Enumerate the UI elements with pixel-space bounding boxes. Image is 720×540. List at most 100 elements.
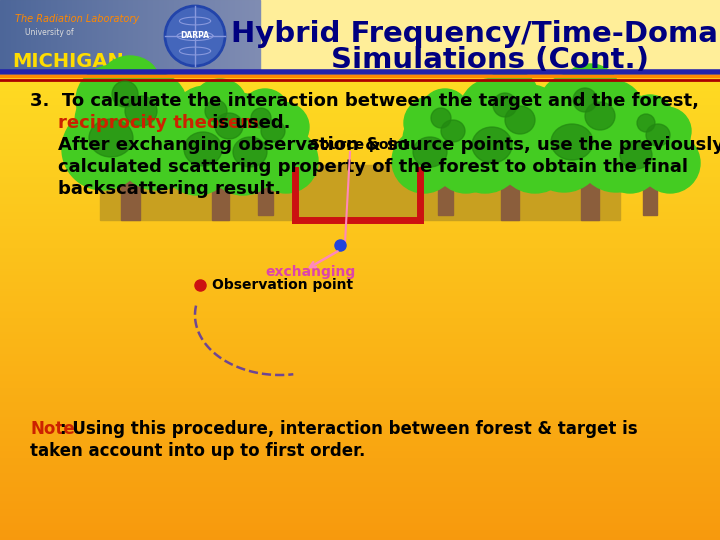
Bar	[0, 282, 720, 285]
Bar	[0, 228, 720, 231]
Ellipse shape	[637, 114, 655, 132]
Ellipse shape	[431, 108, 451, 128]
Bar	[151, 0, 152, 72]
Bar	[0, 285, 720, 286]
Bar	[0, 504, 720, 506]
Bar	[47, 0, 48, 72]
Bar	[231, 0, 232, 72]
Bar	[138, 0, 139, 72]
Bar	[0, 425, 720, 427]
Bar	[152, 0, 153, 72]
Bar	[140, 0, 141, 72]
Ellipse shape	[447, 117, 523, 193]
Bar	[0, 85, 720, 86]
Bar	[0, 308, 720, 309]
Bar	[0, 517, 720, 518]
Bar	[0, 49, 720, 50]
Bar	[0, 182, 720, 184]
Bar	[0, 81, 720, 83]
Bar	[0, 216, 720, 218]
Bar	[244, 0, 245, 72]
Bar	[0, 63, 720, 65]
Bar	[36, 0, 37, 72]
Bar	[0, 198, 720, 200]
Ellipse shape	[538, 80, 642, 174]
Bar	[0, 297, 720, 299]
Bar	[0, 191, 720, 193]
Bar	[8, 0, 9, 72]
Bar	[0, 484, 720, 486]
Ellipse shape	[194, 79, 246, 125]
Bar	[0, 432, 720, 434]
Bar	[0, 358, 720, 360]
Bar	[501, 165, 519, 220]
Bar	[83, 0, 84, 72]
Bar	[136, 0, 137, 72]
Bar	[0, 293, 720, 295]
Bar	[251, 0, 252, 72]
Bar	[0, 351, 720, 353]
Bar	[0, 248, 720, 250]
Bar	[243, 0, 244, 72]
Bar	[0, 239, 720, 241]
Bar	[180, 0, 181, 72]
Bar	[0, 158, 720, 160]
Bar	[26, 0, 27, 72]
Bar	[0, 52, 720, 54]
Bar	[0, 490, 720, 491]
Bar	[154, 0, 155, 72]
Bar	[0, 331, 720, 333]
Bar	[0, 123, 720, 124]
Bar	[197, 0, 198, 72]
Bar	[0, 245, 720, 247]
Ellipse shape	[497, 117, 573, 193]
Bar	[78, 0, 79, 72]
Bar	[46, 0, 47, 72]
Bar	[0, 533, 720, 535]
Text: calculated scattering property of the forest to obtain the final: calculated scattering property of the fo…	[58, 158, 688, 176]
Bar	[40, 0, 41, 72]
Bar	[0, 407, 720, 409]
Bar	[112, 0, 113, 72]
Ellipse shape	[116, 108, 198, 190]
Ellipse shape	[610, 107, 690, 179]
Circle shape	[165, 6, 225, 66]
Bar	[214, 0, 215, 72]
Bar	[0, 367, 720, 369]
Bar	[0, 398, 720, 400]
Bar	[158, 0, 159, 72]
Bar	[5, 0, 6, 72]
Bar	[43, 0, 44, 72]
Bar	[123, 0, 124, 72]
Bar	[258, 169, 273, 215]
Bar	[0, 157, 720, 158]
Bar	[0, 162, 720, 164]
Ellipse shape	[441, 120, 465, 142]
Bar	[0, 99, 720, 101]
Bar	[181, 0, 182, 72]
Bar	[61, 0, 62, 72]
Bar	[0, 155, 720, 157]
Bar	[33, 0, 34, 72]
Ellipse shape	[205, 100, 227, 122]
Bar	[0, 189, 720, 191]
Bar	[139, 0, 140, 72]
Bar	[216, 0, 217, 72]
Ellipse shape	[100, 56, 160, 110]
Bar	[0, 164, 720, 166]
Bar	[0, 185, 720, 187]
Bar	[169, 0, 170, 72]
Ellipse shape	[254, 129, 318, 193]
Bar	[16, 0, 17, 72]
Bar	[0, 120, 720, 123]
Bar	[0, 322, 720, 324]
Bar	[0, 207, 720, 209]
Bar	[0, 434, 720, 436]
Bar	[103, 0, 104, 72]
Bar	[0, 355, 720, 356]
Bar	[199, 0, 200, 72]
Bar	[0, 464, 720, 466]
Ellipse shape	[255, 102, 309, 152]
Bar	[0, 9, 720, 11]
Bar	[0, 394, 720, 396]
